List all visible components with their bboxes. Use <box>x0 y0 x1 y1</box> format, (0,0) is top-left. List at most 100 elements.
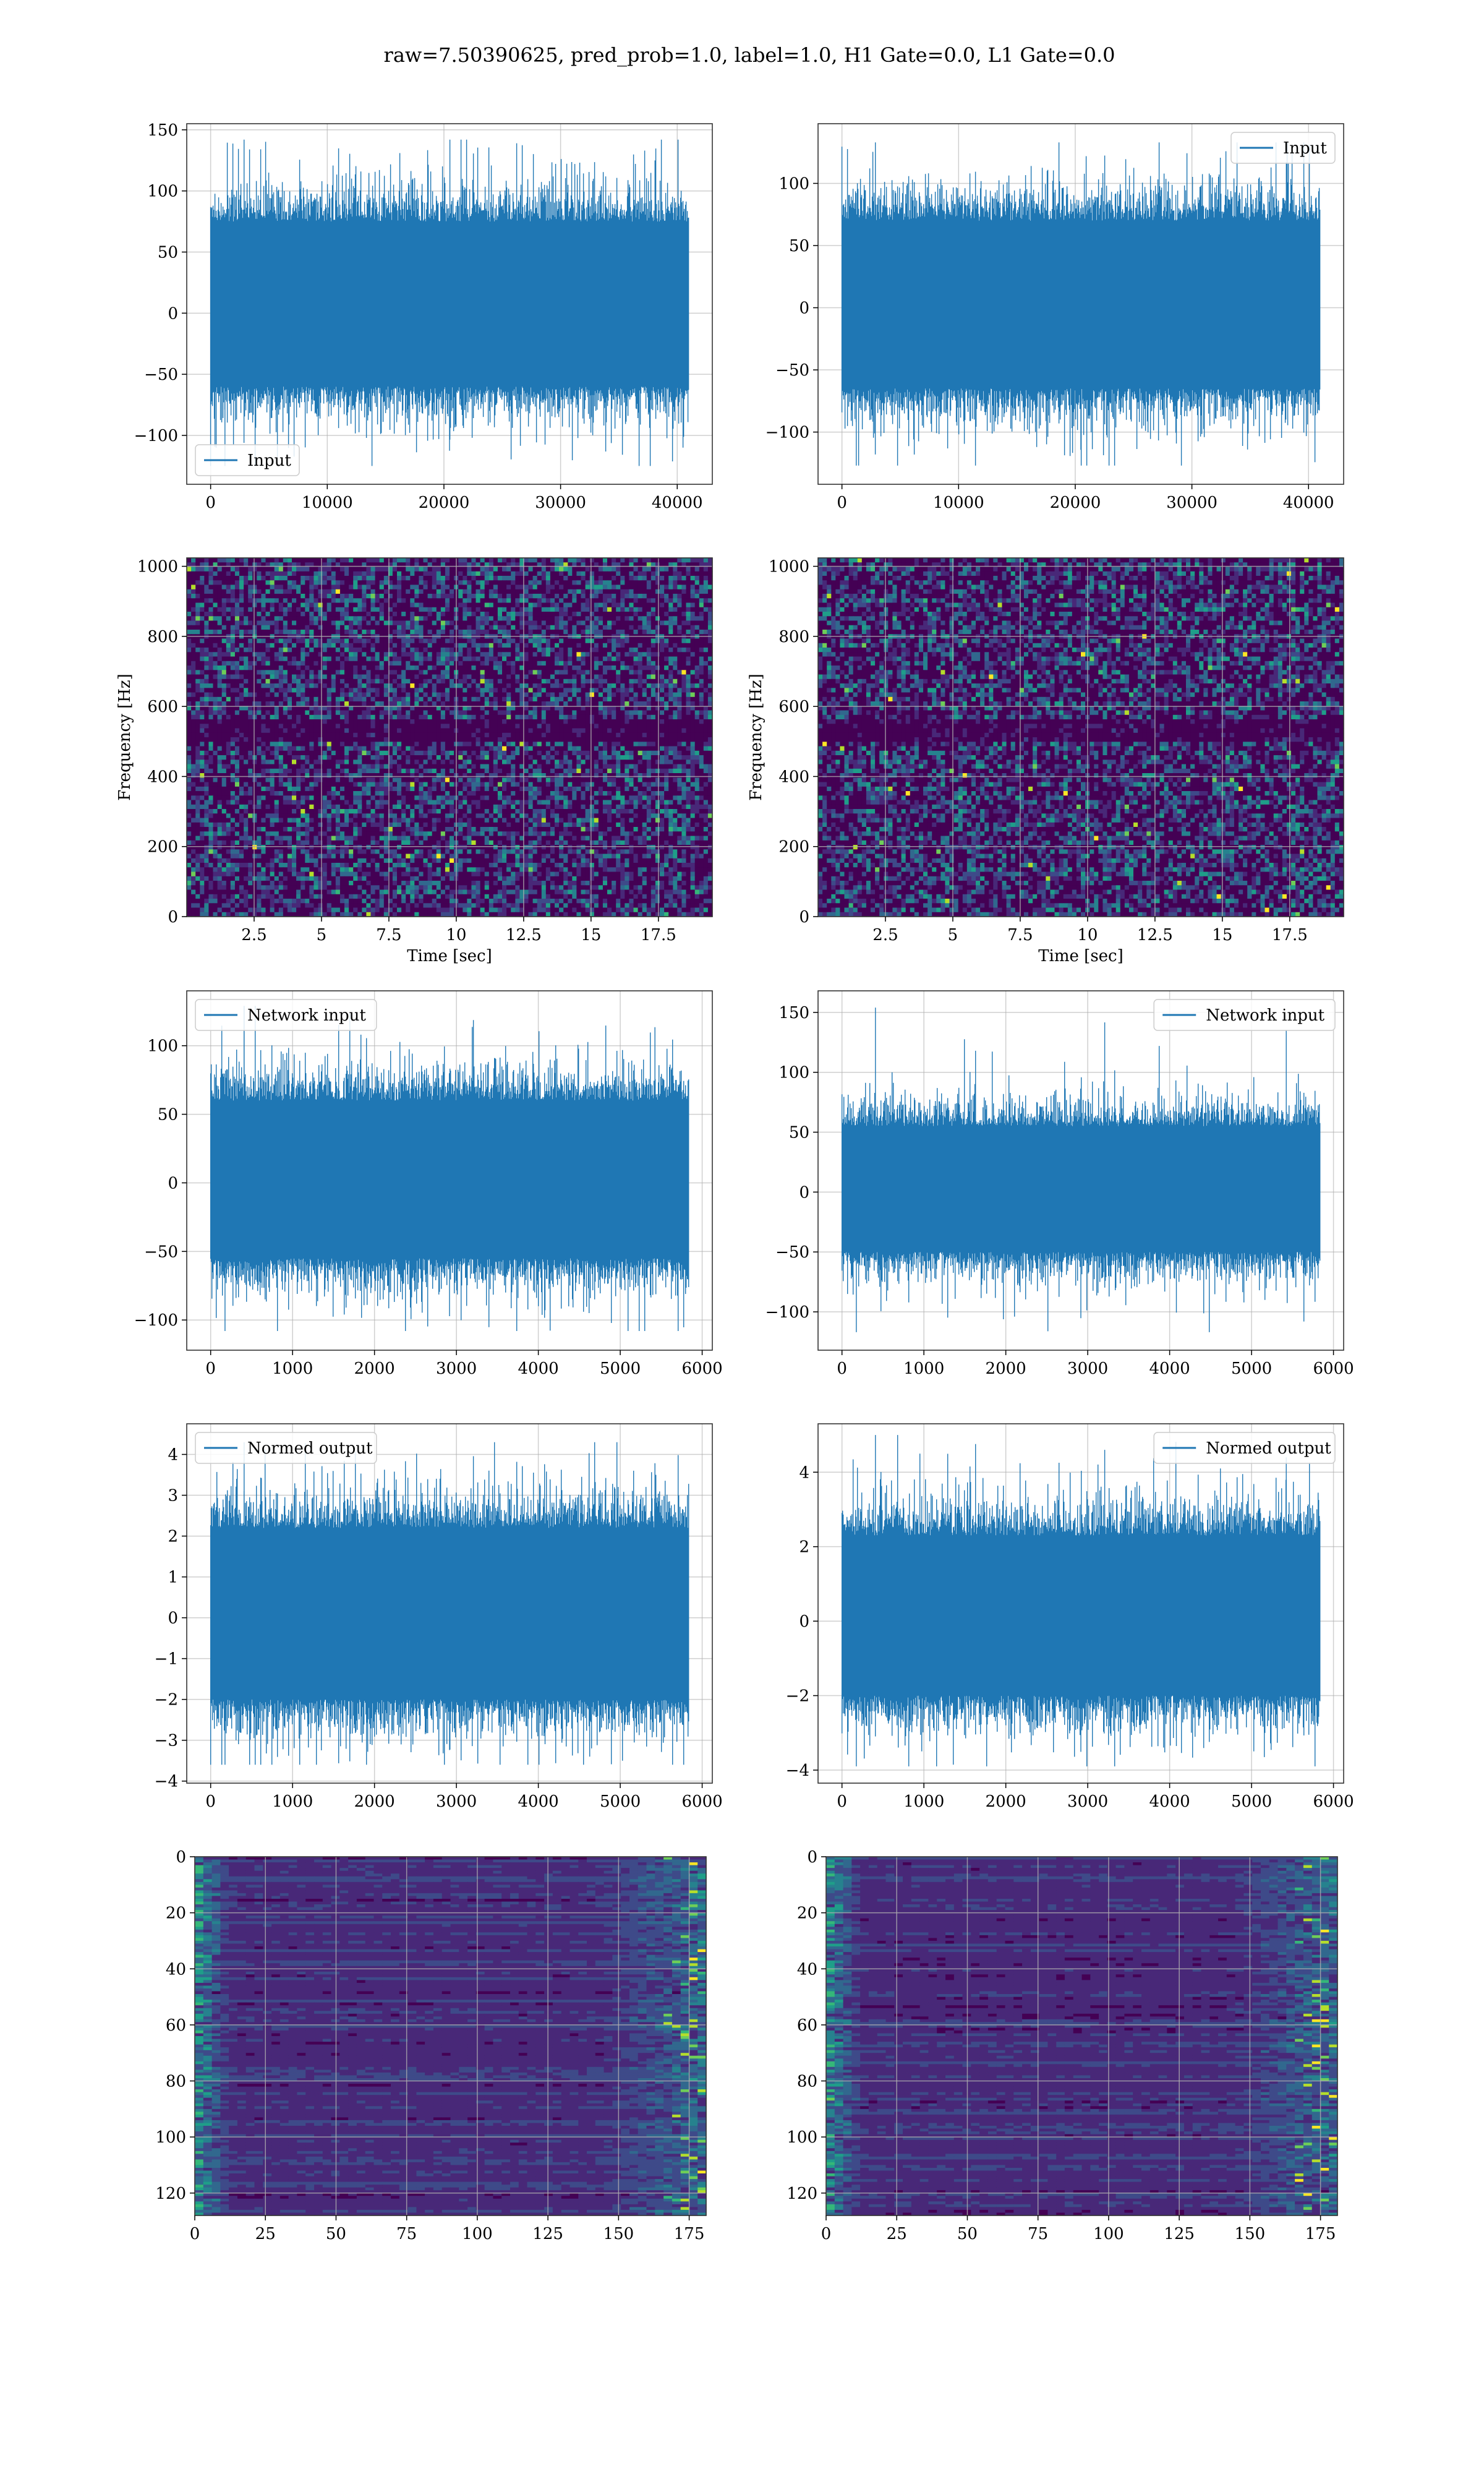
heatmap-cell <box>681 683 686 688</box>
heatmap-cell <box>681 688 686 693</box>
heatmap-cell <box>231 657 236 662</box>
heatmap-cell <box>529 737 534 742</box>
heatmap-cell <box>559 683 564 688</box>
heatmap-cell <box>647 693 652 698</box>
heatmap-cell <box>441 652 446 657</box>
heatmap-cell <box>410 661 415 666</box>
y-tick-label: 50 <box>789 237 809 255</box>
heatmap-cell <box>489 639 494 644</box>
heatmap-cell <box>266 598 271 603</box>
heatmap-cell <box>476 594 481 599</box>
heatmap-cell <box>681 625 686 630</box>
heatmap-cell <box>257 576 262 581</box>
heatmap-cell <box>599 661 603 666</box>
heatmap-cell <box>270 639 275 644</box>
heatmap-cell <box>235 729 240 734</box>
heatmap-cell <box>226 643 231 648</box>
heatmap-cell <box>458 643 463 648</box>
heatmap-cell <box>533 607 538 612</box>
heatmap-cell <box>213 688 218 693</box>
heatmap-cell <box>450 675 454 680</box>
heatmap-cell <box>414 571 419 576</box>
heatmap-cell <box>419 666 424 670</box>
heatmap-cell <box>594 729 599 734</box>
heatmap-cell <box>576 661 581 666</box>
heatmap-cell <box>424 603 429 608</box>
heatmap-cell <box>244 607 249 612</box>
heatmap-cell <box>594 598 599 603</box>
heatmap-cell <box>296 719 301 724</box>
heatmap-cell <box>195 571 200 576</box>
heatmap-cell <box>529 558 534 563</box>
heatmap-cell <box>353 670 358 675</box>
heatmap-cell <box>625 585 629 590</box>
heatmap-cell <box>634 715 639 720</box>
heatmap-cell <box>559 576 564 581</box>
heatmap-cell <box>362 683 367 688</box>
heatmap-cell <box>576 683 581 688</box>
heatmap-cell <box>563 603 568 608</box>
heatmap-cell <box>638 683 643 688</box>
heatmap-cell <box>270 571 275 576</box>
heatmap-cell <box>651 603 656 608</box>
heatmap-cell <box>288 594 292 599</box>
heatmap-cell <box>371 683 376 688</box>
heatmap-cell <box>599 652 603 657</box>
heatmap-cell <box>226 558 231 563</box>
heatmap-cell <box>563 683 568 688</box>
heatmap-cell <box>292 724 297 729</box>
heatmap-cell <box>261 683 266 688</box>
heatmap-cell <box>266 594 271 599</box>
heatmap-cell <box>559 571 564 576</box>
heatmap-cell <box>283 585 288 590</box>
heatmap-cell <box>647 670 652 675</box>
heatmap-cell <box>414 715 419 720</box>
heatmap-cell <box>323 594 328 599</box>
heatmap-cell <box>533 576 538 581</box>
heatmap-cell <box>647 621 652 626</box>
heatmap-cell <box>309 719 314 724</box>
heatmap-cell <box>218 576 223 581</box>
heatmap-cell <box>660 598 665 603</box>
heatmap-cell <box>695 612 700 617</box>
heatmap-cell <box>257 652 262 657</box>
heatmap-cell <box>252 711 257 716</box>
heatmap-cell <box>594 675 599 680</box>
y-tick-label: −100 <box>765 424 809 442</box>
heatmap-cell <box>559 652 564 657</box>
heatmap-cell <box>414 648 419 653</box>
heatmap-cell <box>691 697 696 702</box>
heatmap-cell <box>270 724 275 729</box>
heatmap-cell <box>218 729 223 734</box>
heatmap-cell <box>208 594 213 599</box>
heatmap-cell <box>458 625 463 630</box>
heatmap-cell <box>603 688 608 693</box>
heatmap-cell <box>572 576 577 581</box>
heatmap-cell <box>467 693 472 698</box>
heatmap-cell <box>655 567 660 572</box>
heatmap-cell <box>603 607 608 612</box>
heatmap-cell <box>445 715 450 720</box>
heatmap-cell <box>695 679 700 684</box>
heatmap-cell <box>546 729 551 734</box>
heatmap-cell <box>309 630 314 635</box>
heatmap-cell <box>568 666 573 670</box>
heatmap-cell <box>424 693 429 698</box>
heatmap-cell <box>327 621 332 626</box>
heatmap-cell <box>239 639 244 644</box>
heatmap-cell <box>384 661 389 666</box>
heatmap-cell <box>502 625 507 630</box>
heatmap-cell <box>393 567 398 572</box>
heatmap-cell <box>651 616 656 621</box>
heatmap-cell <box>620 621 625 626</box>
heatmap-cell <box>664 715 669 720</box>
heatmap-cell <box>301 625 305 630</box>
heatmap-cell <box>231 567 236 572</box>
heatmap-cell <box>458 598 463 603</box>
heatmap-cell <box>581 589 586 594</box>
heatmap-cell <box>568 639 573 644</box>
heatmap-cell <box>432 585 437 590</box>
heatmap-cell <box>296 675 301 680</box>
heatmap-cell <box>642 657 647 662</box>
heatmap-cell <box>537 697 542 702</box>
